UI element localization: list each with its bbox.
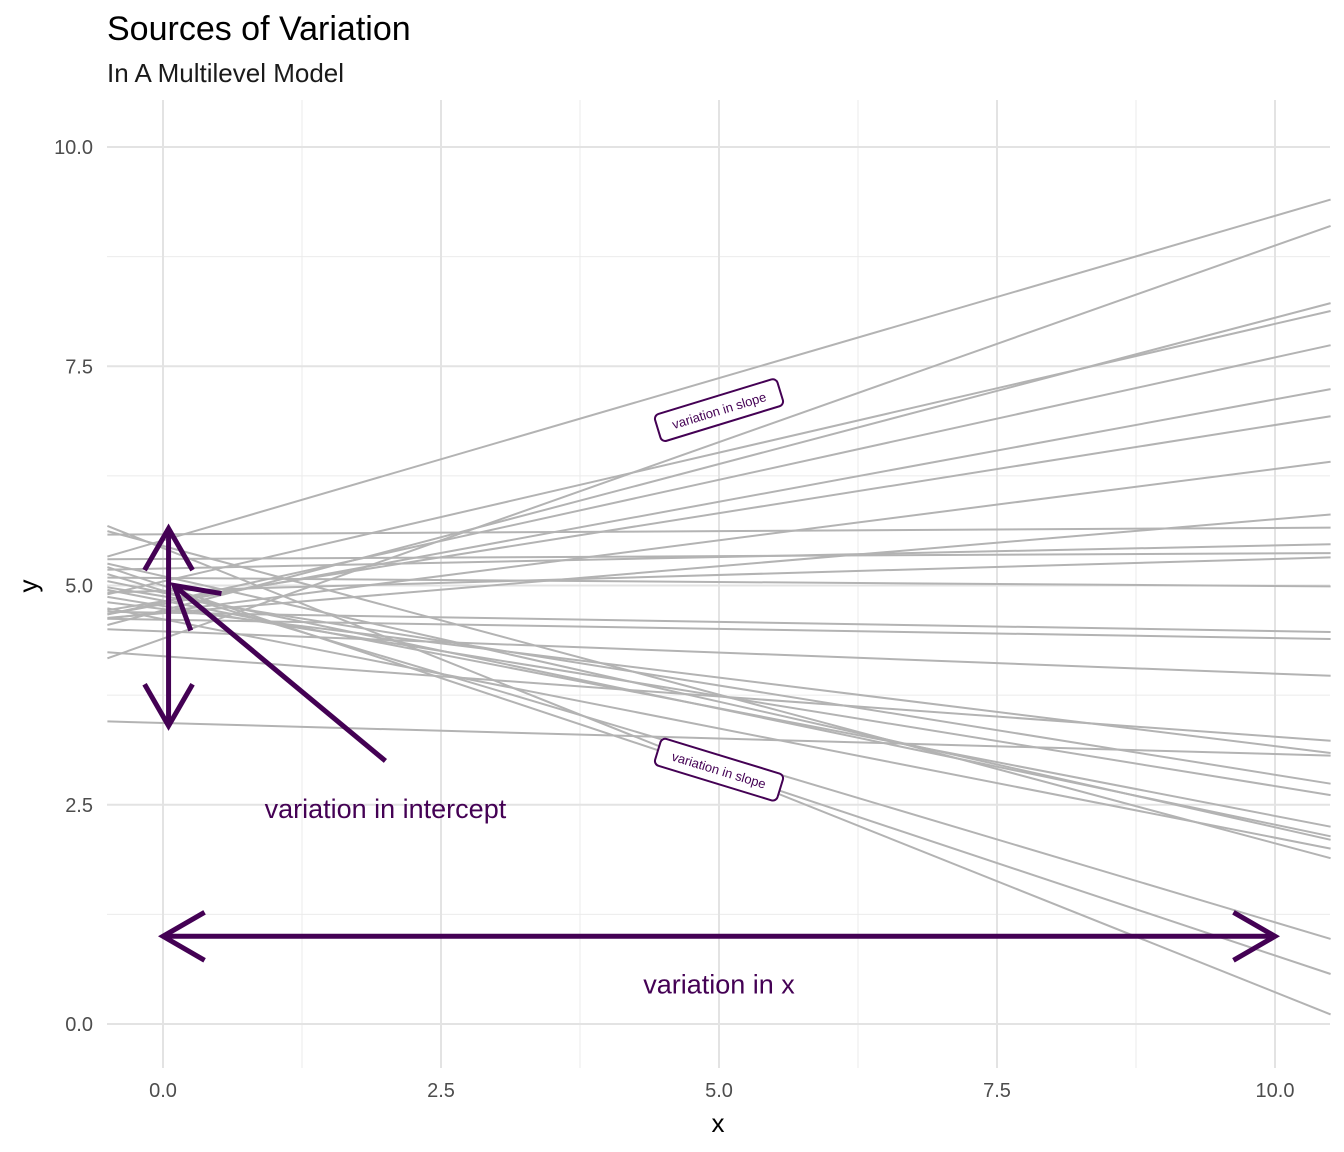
- series-line-14: [107, 576, 1331, 588]
- y-axis-title: y: [13, 580, 43, 593]
- y-tick-labels: 0.0 2.5 5.0 7.5 10.0: [54, 137, 93, 1036]
- x-tick-label: 0.0: [149, 1080, 177, 1102]
- series-line-10: [107, 526, 1331, 536]
- x-tick-labels: 0.0 2.5 5.0 7.5 10.0: [149, 1080, 1294, 1102]
- x-tick-label: 2.5: [427, 1080, 455, 1102]
- x-tick-label: 7.5: [983, 1080, 1011, 1102]
- series-lines: [107, 198, 1331, 1016]
- intercept-pointer-arrow-head: [170, 582, 222, 632]
- series-line-9: [107, 513, 1331, 619]
- annotation-label-2: variation in x: [643, 970, 795, 1000]
- series-line-3: [107, 302, 1331, 626]
- annotation-label-1: variation in intercept: [265, 794, 507, 824]
- x-range-arrow-head-start: [158, 910, 206, 963]
- x-tick-label: 5.0: [705, 1080, 733, 1102]
- series-line-16: [107, 617, 1331, 640]
- series-line-17: [107, 628, 1331, 677]
- grid-major: [107, 100, 1330, 1068]
- series-line-20: [107, 720, 1331, 757]
- x-tick-label: 10.0: [1256, 1080, 1295, 1102]
- x-range-arrow-head-end: [1232, 910, 1281, 963]
- y-tick-label: 5.0: [65, 576, 93, 598]
- chart-subtitle: In A Multilevel Model: [107, 58, 344, 88]
- series-line-15: [107, 610, 1331, 633]
- series-line-19: [107, 601, 1331, 754]
- intercept-range-arrow-head-end: [142, 523, 195, 572]
- series-line-4: [107, 310, 1331, 596]
- y-tick-label: 10.0: [54, 137, 93, 159]
- series-line-1: [107, 198, 1331, 558]
- series-line-25: [107, 562, 1331, 841]
- series-line-27: [107, 530, 1331, 860]
- series-line-26: [107, 607, 1331, 850]
- chart-title: Sources of Variation: [107, 10, 411, 48]
- y-tick-label: 2.5: [65, 795, 93, 817]
- series-line-5: [107, 344, 1331, 616]
- slope-label-box: [653, 378, 785, 442]
- series-line-7: [107, 415, 1331, 612]
- x-axis-title: x: [712, 1108, 725, 1138]
- series-line-12: [107, 552, 1331, 561]
- slope-label-box: [653, 737, 785, 802]
- y-tick-label: 7.5: [65, 356, 93, 378]
- y-tick-label: 0.0: [65, 1014, 93, 1036]
- annotation-arrows: [142, 523, 1281, 963]
- series-line-8: [107, 460, 1331, 620]
- intercept-pointer-arrow: [172, 583, 387, 763]
- intercept-range-arrow-head-start: [142, 683, 195, 731]
- series-line-21: [107, 586, 1331, 785]
